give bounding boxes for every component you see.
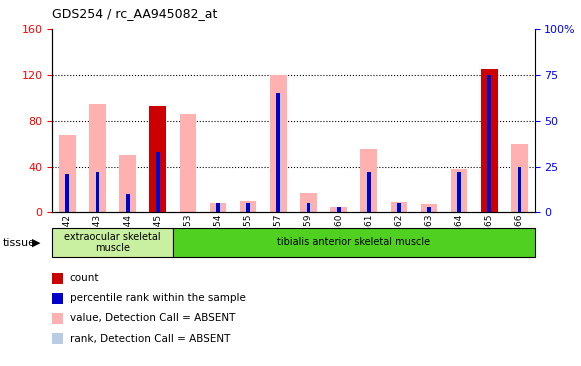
Bar <box>125 194 130 212</box>
Bar <box>216 203 220 212</box>
Bar <box>481 69 497 212</box>
Text: percentile rank within the sample: percentile rank within the sample <box>70 293 246 303</box>
Text: GDS254 / rc_AA945082_at: GDS254 / rc_AA945082_at <box>52 7 218 20</box>
Bar <box>64 174 70 212</box>
Bar <box>96 172 99 212</box>
Bar <box>275 93 281 212</box>
Bar <box>426 207 432 212</box>
Bar <box>421 204 437 212</box>
Bar <box>487 75 492 212</box>
Bar <box>331 206 347 212</box>
Bar <box>487 75 491 212</box>
Bar <box>307 203 310 212</box>
Bar <box>366 172 371 212</box>
Bar <box>270 75 286 212</box>
Bar <box>89 104 106 212</box>
Bar <box>119 155 136 212</box>
Bar <box>149 106 166 212</box>
Bar <box>300 193 317 212</box>
Bar <box>396 203 401 212</box>
Bar <box>246 203 250 212</box>
Bar <box>511 144 528 212</box>
Bar <box>52 228 173 257</box>
Bar <box>277 93 280 212</box>
Bar <box>149 106 166 212</box>
Text: count: count <box>70 273 99 283</box>
Bar <box>240 201 256 212</box>
Bar <box>337 207 340 212</box>
Bar <box>95 172 100 212</box>
Bar <box>397 203 401 212</box>
Bar <box>66 174 69 212</box>
Bar <box>457 172 462 212</box>
Bar <box>216 203 221 212</box>
Text: value, Detection Call = ABSENT: value, Detection Call = ABSENT <box>70 313 235 324</box>
Bar <box>210 203 227 212</box>
Text: ▶: ▶ <box>32 238 41 248</box>
Bar <box>173 228 535 257</box>
Bar <box>367 172 371 212</box>
Bar <box>360 149 377 212</box>
Text: tibialis anterior skeletal muscle: tibialis anterior skeletal muscle <box>277 238 431 247</box>
Bar <box>156 152 160 212</box>
Bar <box>451 169 468 212</box>
Text: tissue: tissue <box>3 238 36 248</box>
Bar <box>427 207 431 212</box>
Bar <box>481 69 497 212</box>
Bar <box>155 152 160 212</box>
Bar <box>180 114 196 212</box>
Bar <box>59 134 76 212</box>
Bar <box>517 167 522 212</box>
Bar <box>518 167 521 212</box>
Bar <box>457 172 461 212</box>
Bar <box>246 203 251 212</box>
Text: extraocular skeletal
muscle: extraocular skeletal muscle <box>64 232 161 253</box>
Text: rank, Detection Call = ABSENT: rank, Detection Call = ABSENT <box>70 333 230 344</box>
Bar <box>390 202 407 212</box>
Bar <box>306 203 311 212</box>
Bar <box>125 194 130 212</box>
Bar <box>336 207 341 212</box>
